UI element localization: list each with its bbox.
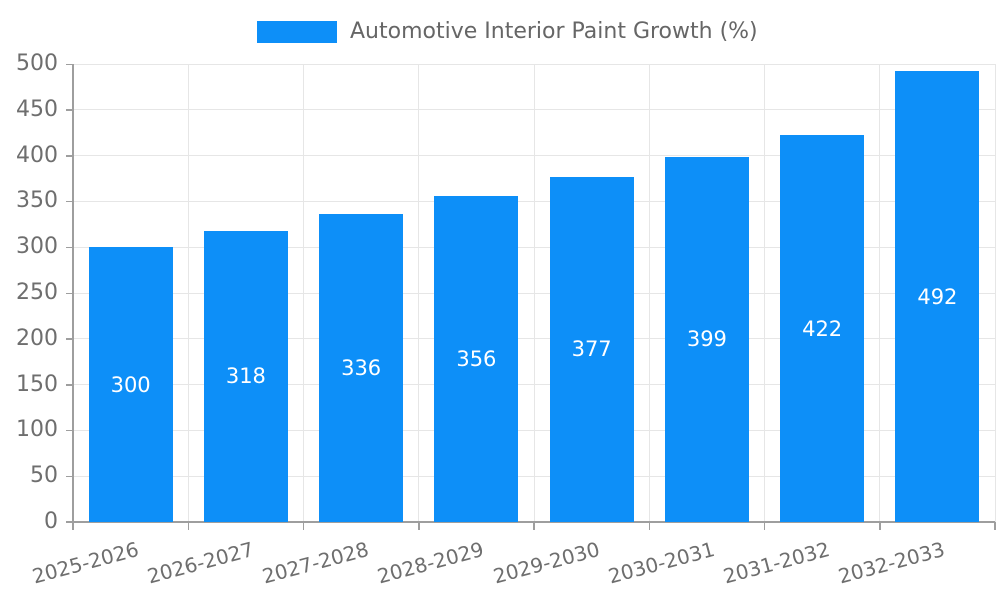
y-tick-label: 450 — [16, 96, 58, 122]
y-tick-mark — [66, 109, 73, 111]
bar[interactable] — [203, 230, 288, 522]
y-tick-label: 0 — [44, 509, 58, 534]
y-tick-mark — [66, 246, 73, 249]
y-tick-mark — [66, 429, 73, 432]
x-gridline — [994, 64, 996, 522]
y-tick-label: 500 — [16, 51, 58, 76]
bar[interactable] — [88, 247, 173, 522]
y-tick-label: 150 — [16, 371, 58, 397]
x-tick-mark — [187, 522, 189, 530]
x-axis-line — [66, 521, 995, 523]
y-tick-mark — [66, 338, 73, 340]
bar[interactable] — [549, 176, 634, 522]
bar[interactable] — [319, 214, 404, 522]
x-tick-label: 2029-2030 — [490, 537, 602, 589]
y-tick-mark — [66, 63, 73, 65]
x-tick-label: 2031-2032 — [720, 537, 833, 589]
x-tick-mark — [418, 522, 420, 530]
y-tick-mark — [66, 384, 73, 386]
x-tick-mark — [302, 522, 305, 530]
y-tick-mark — [66, 155, 73, 157]
x-gridline — [533, 64, 535, 522]
x-tick-mark — [648, 522, 650, 530]
x-gridline — [879, 64, 881, 522]
y-tick-label: 350 — [16, 188, 58, 214]
y-tick-label: 50 — [30, 463, 58, 489]
bar[interactable] — [780, 135, 865, 522]
x-gridline — [303, 64, 304, 522]
x-tick-mark — [994, 522, 996, 530]
legend-swatch — [257, 21, 337, 43]
x-tick-label: 2025-2026 — [29, 537, 141, 589]
y-tick-label: 200 — [16, 325, 58, 351]
y-tick-label: 300 — [16, 234, 58, 260]
x-tick-label: 2027-2028 — [259, 537, 372, 589]
x-gridline — [648, 64, 650, 522]
x-tick-mark — [763, 522, 766, 530]
x-tick-label: 2028-2029 — [375, 537, 487, 589]
bar[interactable] — [664, 156, 749, 522]
y-tick-mark — [66, 292, 73, 294]
y-tick-mark — [66, 475, 73, 478]
y-tick-label: 400 — [16, 142, 58, 168]
y-tick-label: 250 — [16, 280, 58, 305]
bar[interactable] — [434, 195, 519, 522]
x-tick-mark — [533, 522, 535, 530]
x-tick-label: 2026-2027 — [144, 537, 257, 589]
x-tick-label: 2030-2031 — [605, 537, 718, 589]
x-gridline — [418, 64, 420, 522]
y-tick-label: 100 — [16, 417, 58, 443]
y-axis-line — [72, 64, 74, 530]
x-tick-label: 2032-2033 — [836, 537, 948, 589]
y-tick-mark — [66, 200, 73, 203]
chart-legend-item[interactable]: Automotive Interior Paint Growth (%) — [257, 18, 758, 46]
x-gridline — [187, 64, 189, 522]
legend-label: Automotive Interior Paint Growth (%) — [350, 19, 758, 44]
x-gridline — [764, 64, 765, 522]
bar[interactable] — [895, 71, 980, 522]
x-tick-mark — [879, 522, 881, 530]
